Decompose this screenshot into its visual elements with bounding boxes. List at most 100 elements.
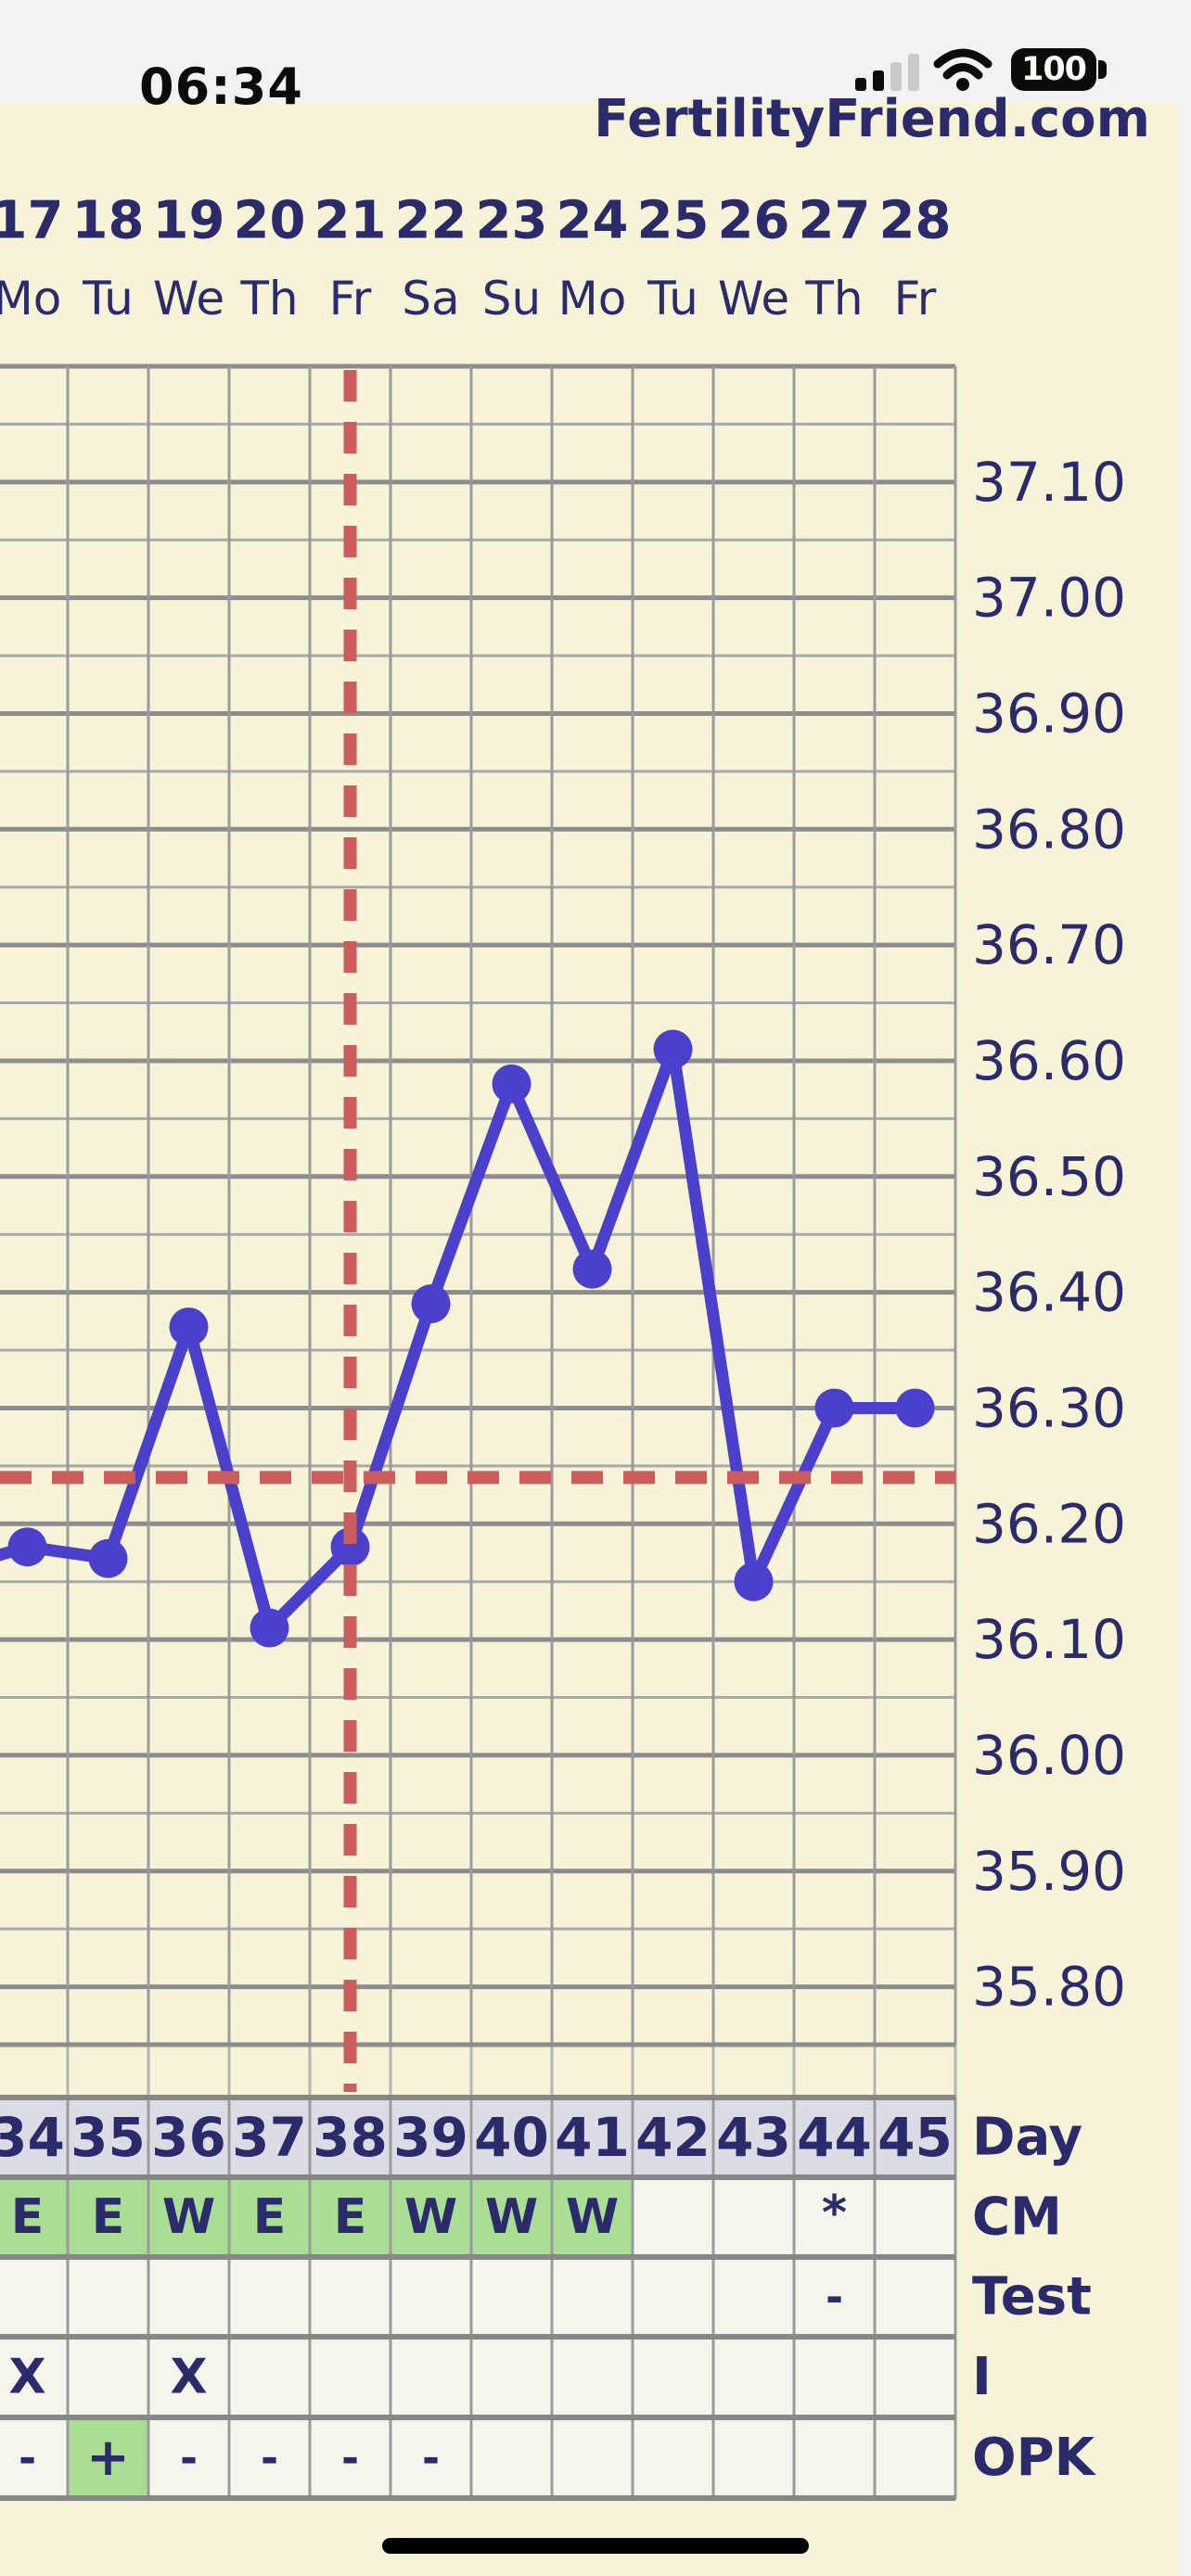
test-cell[interactable] [873, 2255, 957, 2339]
temperature-point[interactable] [88, 1538, 128, 1578]
temperature-point[interactable] [814, 1388, 854, 1428]
cm-value: * [822, 2186, 847, 2241]
date-label: 23 [476, 191, 548, 251]
day-value: 38 [313, 2106, 388, 2169]
weekday-label: Sa [402, 272, 459, 325]
weekday-label: Tu [82, 272, 134, 325]
i-cell[interactable] [631, 2335, 715, 2419]
cm-cell[interactable] [711, 2175, 796, 2259]
temperature-point[interactable] [330, 1527, 370, 1567]
row-label-opk: OPK [972, 2428, 1097, 2488]
date-label: 25 [637, 191, 710, 251]
test-cell[interactable] [227, 2255, 312, 2339]
site-title: FertilityFriend.com [594, 89, 1150, 149]
i-cell[interactable] [469, 2335, 554, 2419]
day-cell[interactable] [147, 2096, 231, 2179]
opk-cell[interactable] [550, 2416, 634, 2500]
y-axis-label: 37.00 [972, 567, 1126, 630]
day-value: 40 [474, 2106, 549, 2169]
cm-value: E [92, 2189, 125, 2245]
battery-icon: 100 [1011, 48, 1096, 91]
opk-cell[interactable] [308, 2416, 392, 2500]
day-value: 44 [797, 2106, 872, 2169]
row-label-test: Test [972, 2267, 1092, 2327]
row-label-i: I [972, 2347, 992, 2407]
opk-cell[interactable] [711, 2416, 796, 2500]
battery-percent: 100 [1020, 51, 1087, 88]
cellular-signal-icon [855, 54, 919, 91]
cm-value: W [162, 2189, 215, 2245]
test-cell[interactable] [711, 2255, 796, 2339]
home-indicator[interactable] [382, 2538, 809, 2554]
opk-cell[interactable] [631, 2416, 715, 2500]
temperature-point[interactable] [7, 1527, 47, 1567]
temperature-point[interactable] [895, 1388, 935, 1428]
test-cell[interactable] [389, 2255, 473, 2339]
wifi-icon [933, 48, 992, 91]
cm-cell[interactable] [631, 2175, 715, 2259]
day-cell[interactable] [469, 2096, 554, 2179]
opk-cell[interactable] [873, 2416, 957, 2500]
y-axis-label: 37.10 [972, 451, 1126, 514]
test-cell[interactable] [631, 2255, 715, 2339]
battery-nub [1098, 60, 1107, 79]
test-cell[interactable] [66, 2255, 150, 2339]
day-value: 36 [151, 2106, 226, 2169]
date-label: 27 [799, 191, 871, 251]
y-axis-label: 36.20 [972, 1492, 1126, 1555]
cm-value: W [485, 2189, 538, 2245]
i-cell[interactable] [792, 2335, 877, 2419]
test-cell[interactable] [550, 2255, 634, 2339]
row-label-cm: CM [972, 2187, 1062, 2248]
y-axis-label: 35.80 [972, 1956, 1126, 2019]
weekday-label: Su [482, 272, 541, 325]
weekday-label: Th [804, 272, 863, 325]
date-label: 18 [72, 191, 145, 251]
i-cell[interactable] [873, 2335, 957, 2419]
row-label-day: Day [972, 2108, 1082, 2168]
cm-cell[interactable] [792, 2175, 877, 2259]
opk-value: - [341, 2433, 359, 2483]
temperature-point[interactable] [653, 1029, 693, 1069]
opk-value: - [180, 2433, 198, 2483]
date-label: 28 [879, 191, 952, 251]
test-value: - [826, 2272, 843, 2322]
day-cell[interactable] [389, 2096, 473, 2179]
y-axis-label: 36.70 [972, 913, 1126, 976]
weekday-label: Th [239, 272, 298, 325]
date-label: 21 [314, 191, 387, 251]
cm-value: W [566, 2189, 619, 2245]
temperature-point[interactable] [169, 1307, 209, 1347]
opk-value: - [261, 2433, 278, 2483]
cm-cell[interactable] [873, 2175, 957, 2259]
day-value: 43 [716, 2106, 791, 2169]
y-axis-label: 36.00 [972, 1724, 1126, 1787]
weekday-label: We [718, 272, 789, 325]
test-cell[interactable] [469, 2255, 554, 2339]
y-axis-label: 36.60 [972, 1029, 1126, 1092]
date-label: 24 [557, 191, 629, 251]
test-cell[interactable] [308, 2255, 392, 2339]
i-cell[interactable] [550, 2335, 634, 2419]
test-cell[interactable] [147, 2255, 231, 2339]
opk-value: - [19, 2433, 36, 2483]
temperature-point[interactable] [411, 1284, 451, 1324]
test-cell[interactable] [0, 2255, 70, 2339]
i-cell[interactable] [308, 2335, 392, 2419]
day-cell[interactable] [792, 2096, 877, 2179]
temperature-point[interactable] [734, 1562, 774, 1601]
i-cell[interactable] [66, 2335, 150, 2419]
temperature-point[interactable] [250, 1608, 289, 1648]
opk-cell[interactable] [792, 2416, 877, 2500]
i-cell[interactable] [227, 2335, 312, 2419]
y-axis-label: 36.80 [972, 797, 1126, 861]
opk-cell[interactable] [469, 2416, 554, 2500]
i-cell[interactable] [711, 2335, 796, 2419]
day-cell[interactable] [873, 2096, 957, 2179]
cm-value: E [253, 2189, 287, 2245]
temperature-point[interactable] [492, 1064, 531, 1103]
temperature-point[interactable] [572, 1249, 612, 1289]
i-cell[interactable] [389, 2335, 473, 2419]
